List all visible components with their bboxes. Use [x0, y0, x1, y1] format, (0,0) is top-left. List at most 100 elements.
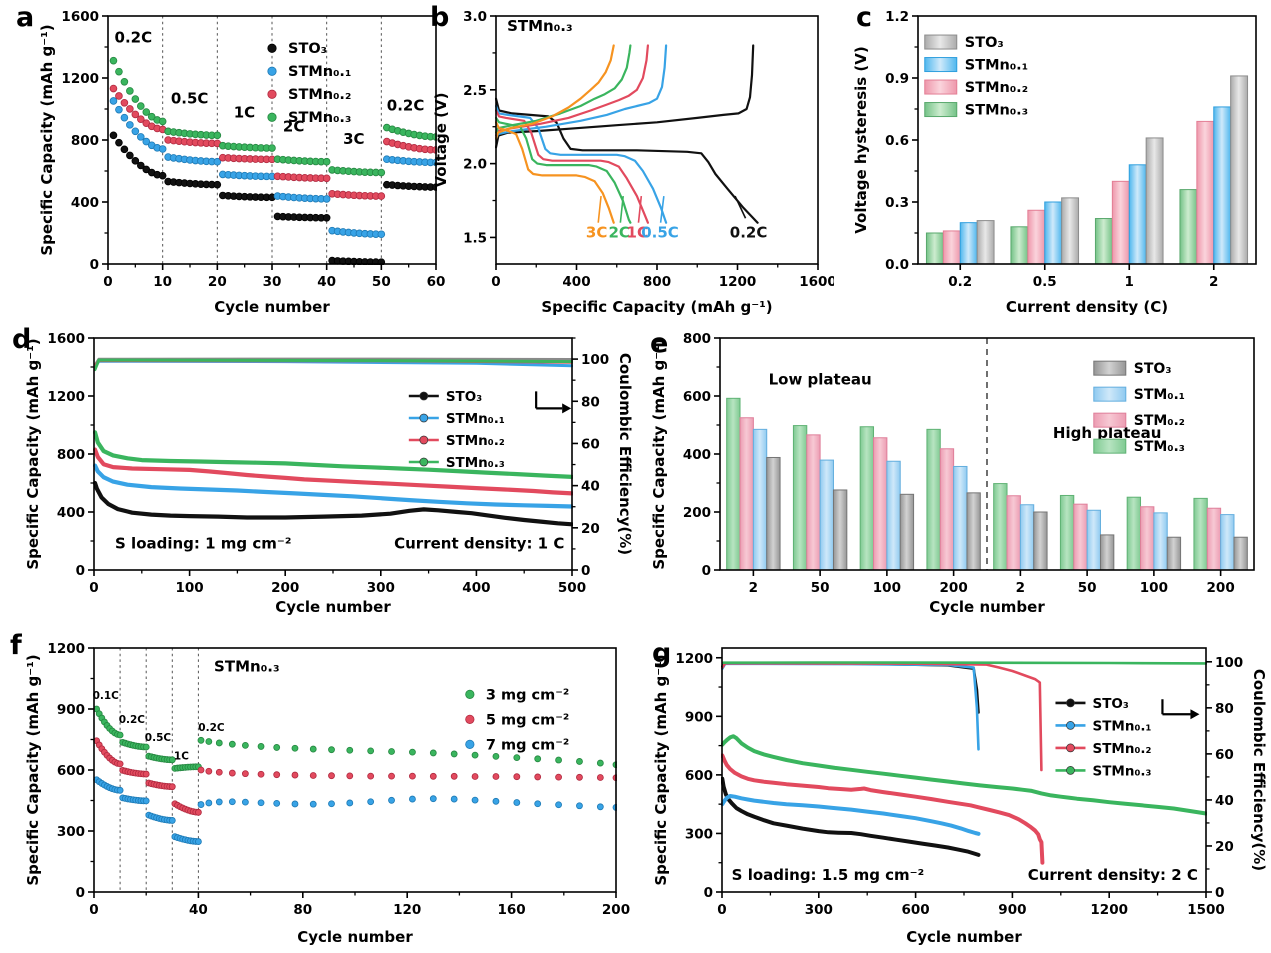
svg-text:Cycle number: Cycle number [275, 598, 391, 616]
svg-text:Current density: 1 C: Current density: 1 C [394, 534, 564, 552]
svg-text:800: 800 [683, 331, 711, 347]
svg-text:Specific Capacity (mAh g⁻¹): Specific Capacity (mAh g⁻¹) [541, 298, 772, 316]
svg-text:STMn₀.₃: STMn₀.₃ [288, 110, 351, 126]
svg-text:600: 600 [685, 768, 713, 784]
svg-text:STO₃: STO₃ [1092, 696, 1128, 712]
svg-text:Cycle number: Cycle number [297, 928, 413, 946]
svg-text:0: 0 [89, 902, 98, 918]
svg-text:60: 60 [1215, 747, 1234, 763]
svg-text:1600: 1600 [61, 9, 99, 25]
svg-text:300: 300 [685, 826, 713, 842]
svg-text:200: 200 [602, 902, 630, 918]
svg-text:30: 30 [263, 274, 282, 290]
svg-text:300: 300 [367, 580, 395, 596]
svg-text:50: 50 [372, 274, 391, 290]
svg-text:STM₀.₂: STM₀.₂ [1134, 413, 1185, 429]
svg-text:400: 400 [462, 580, 490, 596]
svg-text:2.5: 2.5 [463, 83, 487, 99]
svg-text:1500: 1500 [1187, 902, 1225, 918]
svg-text:60: 60 [581, 436, 600, 452]
svg-text:400: 400 [57, 505, 85, 521]
panel-g-longterm-cycling-chart: 0 300 600 900 1200 15000300600900120002040608… [652, 647, 1268, 946]
svg-text:900: 900 [685, 709, 713, 725]
svg-text:0: 0 [90, 257, 99, 273]
svg-text:STMn₀.₂: STMn₀.₂ [965, 80, 1028, 96]
svg-text:0: 0 [702, 563, 711, 579]
svg-text:0: 0 [76, 885, 85, 901]
svg-text:40: 40 [1215, 793, 1234, 809]
svg-text:1C: 1C [174, 750, 189, 762]
svg-text:1600: 1600 [799, 274, 834, 290]
svg-text:300: 300 [805, 902, 833, 918]
panel-a-rate-capability-chart: 0 10 20 30 40 50 60 0 400 800 1200 1600 Cycle number… [38, 9, 446, 316]
panel-letter-a: a [16, 2, 35, 33]
svg-text:Specific Capacity (mAh g⁻¹): Specific Capacity (mAh g⁻¹) [24, 338, 42, 569]
svg-text:0: 0 [89, 580, 98, 596]
svg-text:0.3: 0.3 [885, 195, 909, 211]
svg-text:1200: 1200 [1090, 902, 1128, 918]
svg-text:80: 80 [581, 394, 600, 410]
svg-text:400: 400 [683, 447, 711, 463]
svg-text:0.2C: 0.2C [119, 714, 146, 726]
svg-text:STMn₀.₃: STMn₀.₃ [965, 103, 1028, 119]
svg-text:400: 400 [562, 274, 590, 290]
svg-text:STMn₀.₁: STMn₀.₁ [446, 411, 505, 427]
panel-letter-e: e [650, 328, 669, 359]
svg-text:Cycle number: Cycle number [906, 928, 1022, 946]
svg-text:40: 40 [317, 274, 336, 290]
svg-text:500: 500 [558, 580, 586, 596]
svg-text:Voltage (V): Voltage (V) [432, 93, 450, 188]
svg-text:S loading: 1.5 mg cm⁻²: S loading: 1.5 mg cm⁻² [732, 866, 925, 884]
svg-text:1600: 1600 [47, 331, 85, 347]
svg-text:STO₃: STO₃ [965, 35, 1004, 51]
svg-text:20: 20 [1215, 839, 1234, 855]
svg-text:120: 120 [393, 902, 421, 918]
svg-text:50: 50 [1078, 580, 1097, 596]
svg-text:600: 600 [902, 902, 930, 918]
panel-letter-b: b [430, 2, 450, 33]
svg-text:200: 200 [940, 580, 968, 596]
svg-text:STM₀.₁: STM₀.₁ [1134, 387, 1185, 403]
panel-e-plateau-capacity-chart: 2 50 100 200 2 50 100 200 0 200 400 600 800 Cycle num… [650, 331, 1255, 616]
svg-text:1200: 1200 [61, 71, 99, 87]
svg-text:60: 60 [427, 274, 446, 290]
svg-text:Specific Capacity (mAh g⁻¹): Specific Capacity (mAh g⁻¹) [652, 654, 670, 885]
panel-c-voltage-hysteresis-chart: 0.2 0.5 1 2 0.0 0.3 0.6 0.9 1.2 Current density (… [852, 9, 1257, 316]
svg-text:1200: 1200 [47, 389, 85, 405]
svg-text:3.0: 3.0 [463, 9, 487, 25]
panel-letter-d: d [12, 324, 32, 355]
svg-text:2: 2 [749, 580, 758, 596]
svg-text:0: 0 [1215, 885, 1224, 901]
svg-text:100: 100 [873, 580, 901, 596]
svg-text:0.5C: 0.5C [145, 732, 172, 744]
svg-text:0.2C: 0.2C [115, 28, 153, 46]
panel-f-loading-cycling-chart: 0 40 80 120 160 200 0 300 600 900 1200 Cycle number… [24, 641, 630, 946]
svg-text:0.2C: 0.2C [198, 722, 225, 734]
svg-text:10: 10 [153, 274, 172, 290]
svg-text:0: 0 [717, 902, 726, 918]
svg-text:1200: 1200 [719, 274, 757, 290]
svg-text:STMn₀.₂: STMn₀.₂ [446, 433, 505, 449]
svg-text:0.9: 0.9 [885, 71, 909, 87]
svg-text:600: 600 [57, 763, 85, 779]
svg-text:Cycle number: Cycle number [214, 298, 330, 316]
svg-text:0.5: 0.5 [1033, 274, 1057, 290]
svg-text:0.5C: 0.5C [641, 223, 679, 241]
svg-text:STMn₀.₂: STMn₀.₂ [1092, 741, 1151, 757]
svg-text:0: 0 [491, 274, 500, 290]
svg-text:STMn₀.₁: STMn₀.₁ [1092, 718, 1151, 734]
svg-text:2: 2 [1209, 274, 1218, 290]
svg-text:800: 800 [71, 133, 99, 149]
svg-text:600: 600 [683, 389, 711, 405]
svg-text:Cycle number: Cycle number [929, 598, 1045, 616]
panel-d-cycling-1c-chart: 0 100 200 300 400 500040080012001600020406080… [24, 331, 632, 616]
svg-text:Coulombic Efficiency(%): Coulombic Efficiency(%) [1250, 669, 1268, 871]
svg-text:200: 200 [1207, 580, 1235, 596]
svg-text:Current density (C): Current density (C) [1006, 298, 1168, 316]
svg-text:2.0: 2.0 [463, 157, 487, 173]
svg-text:0.1C: 0.1C [93, 690, 120, 702]
svg-text:Low plateau: Low plateau [769, 370, 872, 388]
svg-text:STMn₀.₁: STMn₀.₁ [965, 58, 1028, 74]
svg-text:100: 100 [1140, 580, 1168, 596]
svg-text:40: 40 [189, 902, 208, 918]
